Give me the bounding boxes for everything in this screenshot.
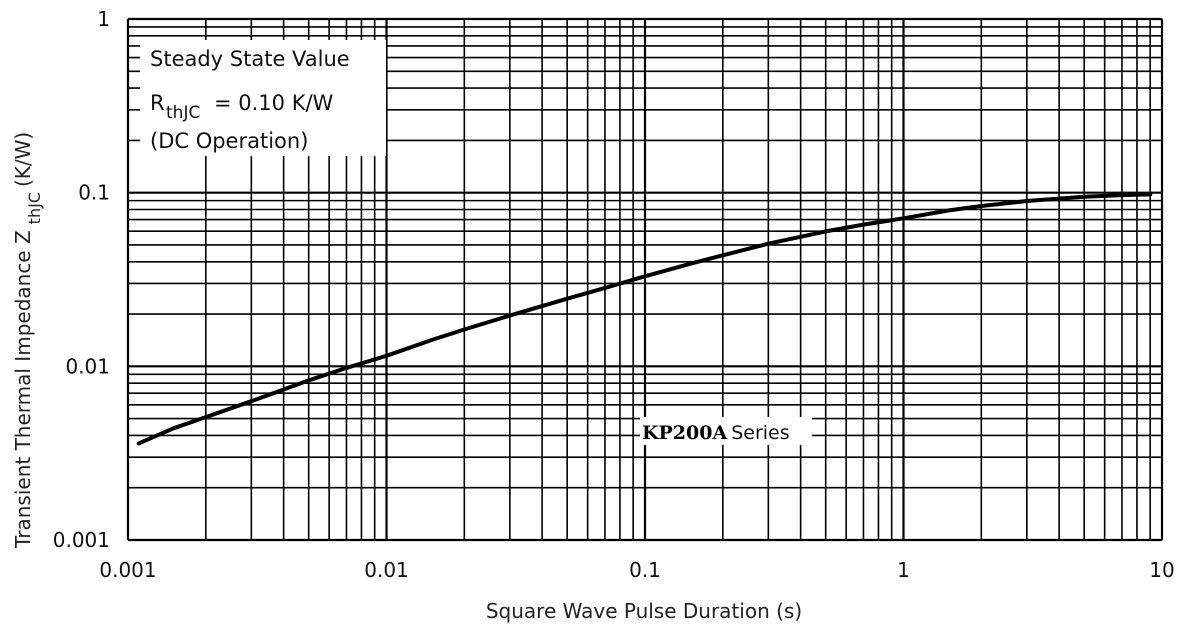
y-axis-title-main: Transient Thermal Impedance Z — [11, 230, 35, 549]
x-tick-label: 0.001 — [99, 558, 156, 582]
y-tick-label: 0.1 — [78, 181, 110, 205]
x-tick-label: 1 — [897, 558, 910, 582]
series-label-model: KP200A — [642, 422, 727, 444]
rth-value: = 0.10 K/W — [214, 91, 334, 115]
y-axis-title-sub: thJC — [25, 192, 44, 224]
y-axis-title-text: Transient Thermal Impedance Z thJC (K/W) — [11, 132, 44, 549]
y-tick-label: 0.001 — [53, 528, 110, 552]
steady-state-box — [140, 40, 386, 156]
steady-state-title: Steady State Value — [150, 47, 350, 71]
series-label: KP200A Series — [642, 422, 790, 444]
y-axis-title: Transient Thermal Impedance Z thJC (K/W) — [11, 132, 44, 549]
x-tick-label: 0.1 — [629, 558, 661, 582]
major-gridlines — [126, 17, 1164, 542]
series-label-suffix: Series — [731, 422, 789, 444]
x-tick-label: 0.01 — [364, 558, 409, 582]
y-tick-label: 1 — [97, 7, 110, 31]
rth-subscript: thJC — [166, 103, 200, 123]
x-axis-title: Square Wave Pulse Duration (s) — [486, 599, 802, 623]
series-label-box — [640, 417, 812, 445]
tick-labels: 0.001 0.01 0.1 1 10 0.001 0.01 0.1 1 — [53, 7, 1175, 582]
zthjc-curve — [136, 192, 1153, 446]
y-axis-title-unit: (K/W) — [11, 132, 35, 187]
dc-operation-label: (DC Operation) — [150, 129, 308, 153]
x-tick-label: 10 — [1149, 558, 1174, 582]
rth-symbol: R — [150, 91, 165, 115]
y-tick-label: 0.01 — [65, 354, 110, 378]
